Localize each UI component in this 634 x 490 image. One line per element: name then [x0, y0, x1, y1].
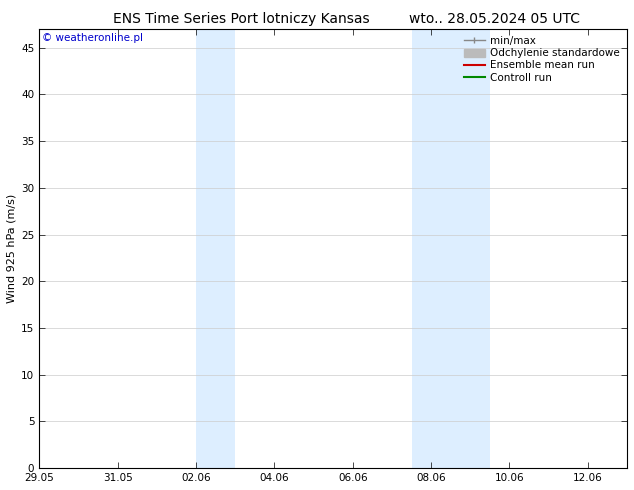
Bar	[411, 29, 490, 468]
Legend: min/max, Odchylenie standardowe, Ensemble mean run, Controll run: min/max, Odchylenie standardowe, Ensembl…	[462, 34, 622, 85]
Text: © weatheronline.pl: © weatheronline.pl	[42, 33, 143, 44]
Text: wto.. 28.05.2024 05 UTC: wto.. 28.05.2024 05 UTC	[409, 12, 580, 26]
Text: ENS Time Series Port lotniczy Kansas: ENS Time Series Port lotniczy Kansas	[113, 12, 369, 26]
Bar	[196, 29, 235, 468]
Y-axis label: Wind 925 hPa (m/s): Wind 925 hPa (m/s)	[7, 194, 17, 303]
